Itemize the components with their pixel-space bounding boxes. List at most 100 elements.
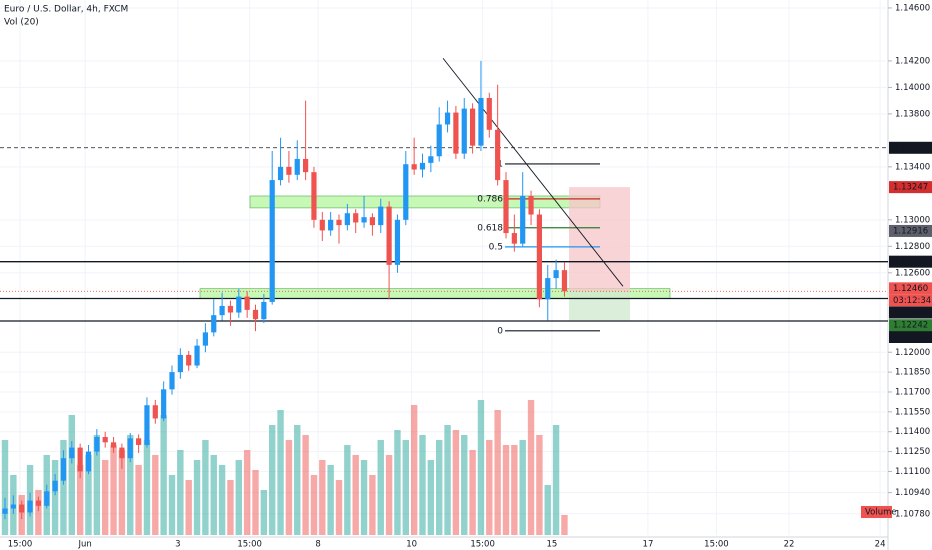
candle-body — [27, 500, 33, 513]
volume-bar — [394, 430, 401, 535]
reward-zone — [569, 291, 630, 321]
candle-body — [236, 296, 242, 313]
volume-tag-bg — [861, 506, 892, 518]
candle-body — [169, 372, 175, 390]
candle-body — [369, 217, 375, 226]
candle-body — [202, 332, 208, 346]
volume-bar — [536, 435, 543, 535]
candle-body — [536, 214, 542, 300]
volume-bar — [252, 470, 259, 535]
price-label: 1.12916 — [893, 226, 928, 236]
volume-tag: Volume — [865, 508, 897, 518]
y-tick-label: 1.11100 — [895, 467, 930, 477]
candle-body — [436, 124, 442, 157]
volume-bar — [35, 490, 42, 535]
candle-body — [319, 219, 325, 231]
candle-body — [52, 480, 58, 492]
candle-body — [94, 437, 100, 452]
volume-bar — [486, 440, 493, 535]
x-tick-label: 15:00 — [470, 540, 495, 550]
price-label-bg — [889, 331, 932, 343]
candle-body — [528, 195, 534, 215]
candle-body — [119, 447, 125, 459]
candle-body — [110, 442, 117, 448]
volume-bar — [360, 460, 368, 535]
volume-bar — [60, 440, 67, 535]
price-label-bg — [889, 255, 932, 268]
candle-body — [470, 108, 476, 146]
y-tick-label: 1.10780 — [895, 509, 930, 519]
volume-bar — [302, 435, 309, 535]
volume-bar — [76, 465, 84, 535]
candle-body — [553, 270, 559, 279]
candle-body — [503, 180, 509, 234]
candle-body — [252, 309, 259, 320]
volume-bar — [143, 440, 151, 535]
candle-body — [219, 305, 225, 316]
zone — [249, 195, 601, 209]
candle-body — [69, 447, 75, 459]
price-label: 1.13247 — [893, 183, 928, 193]
volume-bar — [235, 460, 242, 535]
candle-body — [211, 315, 217, 333]
candle-body — [19, 504, 25, 513]
candle-body — [269, 180, 275, 302]
countdown-bg — [889, 294, 932, 307]
volume-bar — [227, 480, 234, 535]
volume-bar — [127, 435, 134, 535]
volume-bar — [469, 450, 476, 535]
y-tick-label: 1.13000 — [895, 215, 930, 225]
candle-body — [478, 97, 484, 146]
volume-bar — [344, 445, 351, 535]
x-tick-label: 17 — [643, 540, 654, 550]
candle-body — [186, 354, 192, 366]
candle-body — [35, 500, 41, 506]
price-label: 1.12460 — [893, 284, 928, 294]
candle-body — [361, 217, 367, 223]
volume-bar — [511, 445, 518, 535]
volume-bar — [210, 455, 217, 535]
y-tick-label: 1.12600 — [895, 268, 930, 278]
x-tick-label: 15:00 — [237, 540, 262, 550]
candle-body — [244, 296, 250, 310]
volume-bar — [135, 465, 142, 535]
candle-body — [495, 129, 501, 181]
volume-bar — [102, 460, 109, 535]
candle-body — [520, 195, 526, 244]
price-label-bg — [889, 224, 932, 237]
volume-bar — [352, 455, 359, 535]
candle-body — [419, 162, 426, 170]
countdown: 03:12:34 — [893, 296, 931, 306]
fib-label: 0.5 — [489, 242, 503, 252]
volume-bar — [185, 480, 192, 535]
volume-bar — [310, 475, 318, 535]
candle-body — [403, 164, 409, 220]
y-tick-label: 1.13800 — [895, 109, 930, 119]
price-label: 1.12406 — [893, 308, 928, 318]
x-tick-label: 15 — [547, 540, 558, 550]
y-tick-label: 1.11700 — [895, 387, 930, 397]
x-tick-label: 10 — [406, 540, 417, 550]
candle-body — [386, 206, 392, 265]
candle-body — [411, 164, 417, 170]
volume-bar — [494, 410, 501, 535]
volume-bar — [68, 415, 75, 535]
candle-body — [486, 97, 492, 130]
volume-bar — [444, 425, 451, 535]
volume-bar — [177, 450, 184, 535]
fib-label: 0 — [497, 326, 503, 336]
candle-body — [444, 112, 451, 125]
candle-body — [286, 166, 292, 175]
volume-bar — [436, 440, 443, 535]
candle-body — [303, 158, 309, 173]
candle-body — [152, 405, 158, 419]
volume-bar — [519, 440, 526, 535]
candle-body — [336, 219, 342, 226]
candle-body — [461, 108, 467, 154]
price-label-bg — [889, 141, 932, 154]
volume-bar — [243, 450, 251, 535]
volume-bar — [1, 440, 9, 535]
y-tick-label: 1.11250 — [895, 447, 930, 457]
volume-bar — [377, 440, 384, 535]
x-tick-label: 22 — [784, 540, 795, 550]
